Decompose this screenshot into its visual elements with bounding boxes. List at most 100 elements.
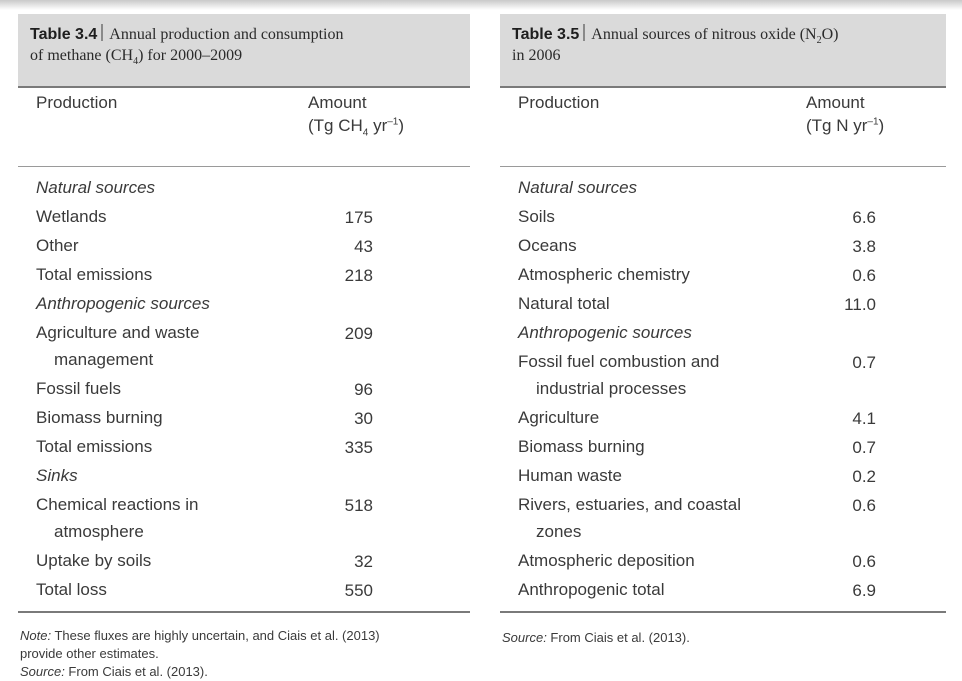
unit-sup: –1 [387, 116, 399, 128]
caption-rule [18, 86, 470, 88]
section-label: Natural sources [36, 178, 156, 197]
row-value: 30 [354, 409, 373, 428]
table-number: Table 3.5 [512, 26, 580, 43]
row-label: Uptake by soils [36, 551, 152, 570]
row-label: Human waste [518, 466, 622, 485]
row-label: Rivers, estuaries, and coastal zones [518, 491, 758, 545]
table-row: Biomass burning 0.7 [500, 433, 946, 462]
row-label: Natural total [518, 294, 610, 313]
row-label: Soils [518, 207, 555, 226]
table-number: Table 3.4 [30, 26, 98, 43]
unit-post: ) [398, 116, 405, 135]
table-body: Natural sources Soils 6.6 Oceans 3.8 Atmos… [500, 167, 946, 611]
caption-line1-sub: 2 [816, 35, 822, 47]
unit-sup: –1 [867, 116, 879, 128]
row-label: Atmospheric chemistry [518, 265, 690, 284]
row-label: Other [36, 236, 79, 255]
row-label: Chemical reactions in atmosphere [36, 491, 276, 545]
row-label: Wetlands [36, 207, 107, 226]
row-value: 0.7 [852, 353, 876, 372]
table-row: Agriculture and waste management 209 [18, 319, 470, 375]
table-row: Fossil fuel combustion and industrial pro… [500, 348, 946, 404]
caption-divider [583, 24, 586, 41]
table-row: Atmospheric chemistry 0.6 [500, 261, 946, 290]
source-label: Source: [502, 630, 547, 645]
caption-line1-post: O) [821, 26, 839, 43]
source-label: Source: [20, 664, 65, 679]
row-label: Total loss [36, 580, 107, 599]
table-row: Natural sources [500, 174, 946, 203]
caption-line2-post: ) for 2000–2009 [138, 47, 243, 64]
section-label: Natural sources [518, 178, 638, 197]
source-text: From Ciais et al. (2013). [546, 630, 690, 645]
row-value: 175 [344, 208, 373, 227]
table-3-5: Table 3.5 Annual sources of nitrous oxide… [500, 14, 946, 647]
row-value: 0.6 [852, 496, 876, 515]
caption-line1: Annual production and consumption [109, 26, 344, 43]
caption-line2-pre: of methane (CH [30, 47, 134, 64]
row-label: Biomass burning [36, 408, 163, 427]
unit-mid: yr [368, 116, 388, 135]
row-value: 518 [344, 496, 373, 515]
row-value: 218 [344, 266, 373, 285]
unit-pre: (Tg N yr [806, 116, 868, 135]
table-row: Atmospheric deposition 0.6 [500, 547, 946, 576]
column-header-amount: Amount (Tg N yr–1) [806, 91, 884, 137]
column-header-amount: Amount (Tg CH4 yr–1) [308, 91, 405, 138]
row-value: 43 [354, 237, 373, 256]
caption-rule [500, 86, 946, 88]
column-header-production: Production [36, 93, 118, 112]
table-header: Production Amount (Tg N yr–1) [500, 88, 946, 166]
table-row: Natural sources [18, 174, 470, 203]
row-value: 550 [344, 581, 373, 600]
row-value: 4.1 [852, 409, 876, 428]
caption-line2-sub: 4 [133, 56, 139, 68]
note-label: Note: [20, 628, 52, 643]
table-notes: Source: From Ciais et al. (2013). [500, 613, 946, 647]
row-value: 6.6 [852, 208, 876, 227]
bottom-rule [18, 611, 470, 613]
row-value: 32 [354, 552, 373, 571]
row-label-line1: Fossil fuel combustion and [518, 352, 720, 371]
row-label: Biomass burning [518, 437, 645, 456]
section-label: Anthropogenic sources [518, 323, 692, 342]
row-value: 3.8 [852, 237, 876, 256]
row-value: 6.9 [852, 581, 876, 600]
note-text: These fluxes are highly uncertain, and C… [51, 628, 380, 643]
table-row: Soils 6.6 [500, 203, 946, 232]
top-shadow [0, 0, 962, 10]
row-label: Fossil fuel combustion and industrial pro… [518, 348, 758, 402]
table-row: Total emissions 218 [18, 261, 470, 290]
table-row: Chemical reactions in atmosphere 518 [18, 491, 470, 547]
row-value: 0.7 [852, 438, 876, 457]
row-value: 209 [344, 324, 373, 343]
table-body: Natural sources Wetlands 175 Other 43 Tota… [18, 167, 470, 611]
row-value: 0.2 [852, 467, 876, 486]
table-row: Agriculture 4.1 [500, 404, 946, 433]
table-row: Sinks [18, 462, 470, 491]
bottom-rule [500, 611, 946, 613]
table-row: Oceans 3.8 [500, 232, 946, 261]
row-label-line2: zones [536, 522, 582, 541]
row-label-line2: management [54, 350, 154, 369]
table-row: Uptake by soils 32 [18, 547, 470, 576]
table-row: Other 43 [18, 232, 470, 261]
table-header: Production Amount (Tg CH4 yr–1) [18, 88, 470, 166]
row-label: Atmospheric deposition [518, 551, 695, 570]
row-label: Fossil fuels [36, 379, 122, 398]
header-rule [18, 166, 470, 167]
row-value: 0.6 [852, 266, 876, 285]
caption-line1-pre: Annual sources of nitrous oxide (N [591, 26, 817, 43]
row-label-line1: Agriculture and waste [36, 323, 200, 342]
table-row: Wetlands 175 [18, 203, 470, 232]
table-row: Fossil fuels 96 [18, 375, 470, 404]
row-label-line2: industrial processes [536, 379, 687, 398]
row-label-line1: Rivers, estuaries, and coastal [518, 495, 741, 514]
amount-label: Amount [806, 93, 865, 112]
row-label: Total emissions [36, 265, 153, 284]
table-caption: Table 3.5 Annual sources of nitrous oxide… [500, 14, 946, 86]
row-label-line2: atmosphere [54, 522, 144, 541]
row-value: 11.0 [844, 295, 876, 314]
row-value: 0.6 [852, 552, 876, 571]
row-label: Agriculture and waste management [36, 319, 276, 373]
